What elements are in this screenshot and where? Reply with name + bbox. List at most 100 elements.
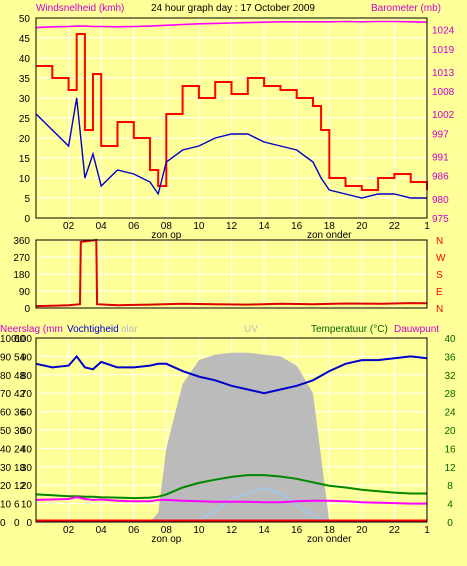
rain-tick-label: 20 <box>0 481 12 492</box>
direction-tick-label: 90 <box>19 287 31 298</box>
barometer-axis-label: Barometer (mb) <box>371 3 441 14</box>
wind-tick-label: 10 <box>19 174 31 185</box>
wind-tick-label: 35 <box>19 74 31 85</box>
x-tick-label: 1 <box>424 221 430 232</box>
wind-tick-label: 50 <box>19 14 31 25</box>
uv-axis-label: UV <box>244 324 258 335</box>
x-tick-label: 18 <box>324 525 336 536</box>
barometer-tick-label: 1008 <box>432 87 455 98</box>
wind-tick-label: 25 <box>19 114 31 125</box>
humidity-tick-label: 24 <box>14 444 26 455</box>
wind-speed-series-line <box>36 33 428 191</box>
x-tick-label: 20 <box>356 221 368 232</box>
rain-tick-label: 50 <box>0 426 12 437</box>
x-tick-label: 14 <box>259 525 271 536</box>
humidity-tick-label: 18 <box>14 463 26 474</box>
rain-tick-label: 10 <box>0 500 12 511</box>
humidity-tick-label: 42 <box>14 389 26 400</box>
humidity-tick-label: 54 <box>14 352 26 363</box>
wind-direction-series-line <box>35 238 428 308</box>
solar-tick-label: 100 <box>15 334 32 345</box>
temperature-tick-label: 24 <box>444 408 456 419</box>
x-tick-label: 04 <box>96 221 108 232</box>
temperature-tick-label: 20 <box>444 426 456 437</box>
x-tick-label: 02 <box>63 525 75 536</box>
humidity-axis-label: Vochtigheid <box>67 324 119 335</box>
barometer-tick-label: 997 <box>432 129 449 140</box>
solar-tick-label: 90 <box>21 352 33 363</box>
wind-tick-label: 0 <box>24 214 30 225</box>
wind-speed-lower-series-line <box>35 97 427 199</box>
direction-tick-label: 270 <box>13 253 30 264</box>
wind-tick-label: 40 <box>19 54 31 65</box>
solar-tick-label: 10 <box>21 500 33 511</box>
x-tick-label: 22 <box>389 221 401 232</box>
temperature-series-line <box>35 474 427 500</box>
x-tick-label: 16 <box>291 221 303 232</box>
x-tick-label: 22 <box>389 525 401 536</box>
panel-1-frame <box>35 17 428 219</box>
x-tick-label: 10 <box>193 525 205 536</box>
humidity-tick-label: 0 <box>14 518 20 529</box>
rain-tick-label: 40 <box>0 444 12 455</box>
barometer-series-line <box>35 20 428 29</box>
panel-3-frame <box>35 337 428 523</box>
graph-title: 24 hour graph day : 17 October 2009 <box>151 3 315 14</box>
x-tick-label: 18 <box>324 221 336 232</box>
rain-tick-label: 90 <box>0 352 12 363</box>
x-tick-label: 04 <box>96 525 108 536</box>
barometer-tick-label: 1013 <box>432 68 455 79</box>
rain-axis-label: Neerslag (mm <box>0 324 63 335</box>
humidity-series-line <box>35 354 428 395</box>
panel-2-frame <box>35 239 428 309</box>
temperature-tick-label: 36 <box>444 352 456 363</box>
x-tick-label: 1 <box>424 525 430 536</box>
temperature-tick-label: 28 <box>444 389 456 400</box>
compass-tick-label: S <box>436 270 443 281</box>
barometer-tick-label: 991 <box>432 152 449 163</box>
sunrise-label: zon op <box>151 230 181 241</box>
x-tick-label: 02 <box>63 221 75 232</box>
direction-tick-label: 360 <box>13 236 30 247</box>
temperature-tick-label: 4 <box>447 500 453 511</box>
x-tick-label: 12 <box>226 525 238 536</box>
rain-tick-label: 0 <box>0 518 6 529</box>
compass-tick-label: N <box>436 304 443 315</box>
temperature-tick-label: 12 <box>444 463 456 474</box>
direction-tick-label: 180 <box>13 270 30 281</box>
humidity-tick-label: 30 <box>14 426 26 437</box>
wind-tick-label: 45 <box>19 34 31 45</box>
solar-tick-label: 80 <box>21 371 33 382</box>
x-tick-label: 08 <box>161 525 173 536</box>
temperature-axis-label: Temperatuur (°C) <box>311 324 388 335</box>
humidity-tick-label: 6 <box>14 500 20 511</box>
temperature-tick-label: 8 <box>447 481 453 492</box>
wind-tick-label: 30 <box>19 94 31 105</box>
solar-axis-label: olar <box>121 324 138 335</box>
temperature-tick-label: 16 <box>444 444 456 455</box>
barometer-tick-label: 975 <box>432 214 449 225</box>
direction-tick-label: 0 <box>24 304 30 315</box>
barometer-tick-label: 1002 <box>432 110 455 121</box>
humidity-tick-label: 12 <box>14 481 26 492</box>
rain-tick-label: 100 <box>0 334 17 345</box>
solar-tick-label: 40 <box>21 444 33 455</box>
compass-tick-label: E <box>436 287 443 298</box>
x-tick-label: 20 <box>356 525 368 536</box>
rain-tick-label: 60 <box>0 408 12 419</box>
sunset-label: zon onder <box>307 534 352 545</box>
x-tick-label: 10 <box>193 221 205 232</box>
barometer-tick-label: 1019 <box>432 45 455 56</box>
barometer-tick-label: 986 <box>432 172 449 183</box>
humidity-tick-label: 36 <box>14 408 26 419</box>
solar-tick-label: 30 <box>21 463 33 474</box>
wind-tick-label: 15 <box>19 154 31 165</box>
barometer-tick-label: 1024 <box>432 26 455 37</box>
x-tick-label: 06 <box>128 525 140 536</box>
dewpoint-axis-label: Dauwpunt <box>394 324 439 335</box>
x-tick-label: 08 <box>161 221 173 232</box>
solar-tick-label: 20 <box>21 481 33 492</box>
rain-tick-label: 80 <box>0 371 12 382</box>
